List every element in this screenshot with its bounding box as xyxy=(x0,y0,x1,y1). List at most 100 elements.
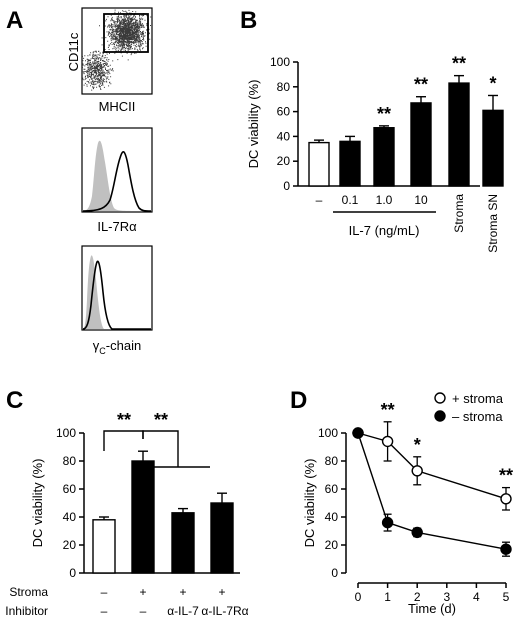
panel-d-y-axis-label: DC viability (%) xyxy=(302,459,317,548)
panel-c-bracket-left xyxy=(103,430,144,451)
panel-b-category-label: 10 xyxy=(414,193,428,207)
panel-c-bar xyxy=(92,519,116,574)
panel-a-label: A xyxy=(6,7,23,34)
panel-c-y-tick-label: 40 xyxy=(63,510,77,524)
panel-b-bar xyxy=(448,82,470,187)
panel-b-significance: ** xyxy=(414,75,428,95)
hist2-stain xyxy=(82,260,151,330)
panel-d-data-point xyxy=(500,543,512,555)
panel-c-stroma-value: + xyxy=(218,585,225,599)
il7ra-histogram: IL-7Rα xyxy=(81,127,153,234)
panel-d-data-point xyxy=(411,526,423,539)
panel-c-y-tick-label: 60 xyxy=(63,482,77,496)
panel-c-stroma-value: + xyxy=(139,585,146,599)
panel-c-y-axis-label: DC viability (%) xyxy=(30,459,45,548)
panel-c-y-tick-label: 0 xyxy=(69,566,76,580)
panel-b-significance: * xyxy=(489,73,496,93)
panel-c-stroma-value: + xyxy=(179,585,186,599)
panel-d-x-tick-label: 5 xyxy=(503,590,510,604)
panel-b-y-axis-label: DC viability (%) xyxy=(246,80,261,169)
panel-d-legend-marker-filled xyxy=(434,410,446,422)
panel-b-y-tick-label: 0 xyxy=(283,179,290,193)
panel-d-significance: * xyxy=(414,435,421,455)
panel-d-y-tick-label: 100 xyxy=(318,426,338,440)
panel-d-x-tick-label: 3 xyxy=(443,590,450,604)
panel-d-data-point xyxy=(500,493,512,505)
panel-c-bar xyxy=(131,460,155,574)
panel-b-rotated-label: Stroma xyxy=(452,194,466,233)
panel-c-chart: 0 20 40 60 80 100 DC viability (%) ** ** Stroma In… xyxy=(5,410,248,618)
panel-b-bar xyxy=(410,102,432,187)
panel-d-y-tick-label: 80 xyxy=(325,454,339,468)
panel-b-label: B xyxy=(240,7,257,34)
panel-c-row1-label: Stroma xyxy=(9,585,48,599)
panel-d-label: D xyxy=(290,387,307,414)
panel-c-inhibitor-value: α-IL-7 xyxy=(167,604,199,618)
panel-c-stroma-value: – xyxy=(101,585,108,599)
panel-b-category-label: – xyxy=(316,193,323,207)
panel-d-x-tick-label: 4 xyxy=(473,590,480,604)
hist2-label: γC-chain xyxy=(93,338,141,356)
hist1-isotype xyxy=(83,140,151,211)
panel-d-x-tick-label: 0 xyxy=(355,590,362,604)
panel-d-y-tick-label: 0 xyxy=(331,566,338,580)
panel-c-significance: ** xyxy=(154,410,168,430)
panel-b-bar xyxy=(339,140,361,187)
panel-d-x-axis-label: Time (d) xyxy=(408,601,456,616)
panel-b-significance: ** xyxy=(452,54,466,74)
panel-b-category-label: 1.0 xyxy=(376,193,393,207)
panel-b-y-tick-label: 20 xyxy=(277,154,291,168)
panel-c-y-tick-label: 20 xyxy=(63,538,77,552)
panel-b-bar xyxy=(373,127,395,187)
panel-b-y-tick-label: 60 xyxy=(277,105,291,119)
panel-b-y-tick-label: 100 xyxy=(270,55,290,69)
panel-d-data-point xyxy=(381,516,394,529)
panel-b-category-label: 0.1 xyxy=(342,193,359,207)
gamma-c-histogram: γC-chain xyxy=(81,245,153,356)
dotplot-events-path xyxy=(82,8,152,94)
panel-d-y-tick-label: 60 xyxy=(325,482,339,496)
panel-d-y-tick-label: 40 xyxy=(325,510,339,524)
panel-d-significance: ** xyxy=(381,400,395,420)
dotplot-events xyxy=(82,8,152,94)
panel-d-data-point xyxy=(411,465,423,477)
panel-b-significance: ** xyxy=(377,104,391,124)
panel-d-x-tick-label: 2 xyxy=(414,590,421,604)
panel-d-significance: ** xyxy=(499,466,513,486)
dotplot-xlabel: MHCII xyxy=(99,99,136,114)
panel-b-bar xyxy=(308,141,330,187)
panel-d-chart: 0 20 40 60 80 100 DC viability (%) 0 1 2 3 4 5 Time (… xyxy=(302,391,513,616)
flow-dotplot: CD11c MHCII xyxy=(66,7,153,114)
dotplot-ylabel: CD11c xyxy=(66,32,81,71)
panel-a: CD11c MHCII IL-7Rα γC-chain xyxy=(66,7,153,356)
panel-d-legend-label: + stroma xyxy=(452,391,504,406)
panel-d-x-tick-label: 1 xyxy=(384,590,391,604)
panel-d-legend-label: – stroma xyxy=(452,409,503,424)
panel-c-label: C xyxy=(6,387,23,414)
panel-d-legend-marker-open xyxy=(434,392,446,404)
panel-c-y-tick-label: 80 xyxy=(63,454,77,468)
panel-b-y-tick-label: 80 xyxy=(277,80,291,94)
panel-c-inhibitor-value: α-IL-7Rα xyxy=(201,604,248,618)
hist1-label: IL-7Rα xyxy=(97,219,137,234)
panel-c-bracket-right xyxy=(142,430,179,467)
panel-b-y-tick-label: 40 xyxy=(277,129,291,143)
panel-c-significance: ** xyxy=(117,410,131,430)
panel-c-bar xyxy=(210,502,234,574)
panel-d-data-point xyxy=(381,435,394,448)
hist2-isotype xyxy=(83,255,104,329)
panel-c-inhibitor-value: – xyxy=(101,604,108,618)
panel-d-series-line xyxy=(357,432,507,500)
panel-b-bar xyxy=(482,109,504,187)
panel-c-y-tick-label: 100 xyxy=(56,426,76,440)
panel-c-row2-label: Inhibitor xyxy=(5,604,48,618)
hist1-stain xyxy=(82,151,152,212)
panel-d-data-point xyxy=(352,427,364,439)
panel-c-inhibitor-value: – xyxy=(140,604,147,618)
dc-gate xyxy=(103,13,149,53)
panel-d-y-tick-label: 20 xyxy=(325,538,339,552)
panel-b-rotated-label: Stroma SN xyxy=(486,194,500,253)
panel-c-bar xyxy=(171,512,195,574)
